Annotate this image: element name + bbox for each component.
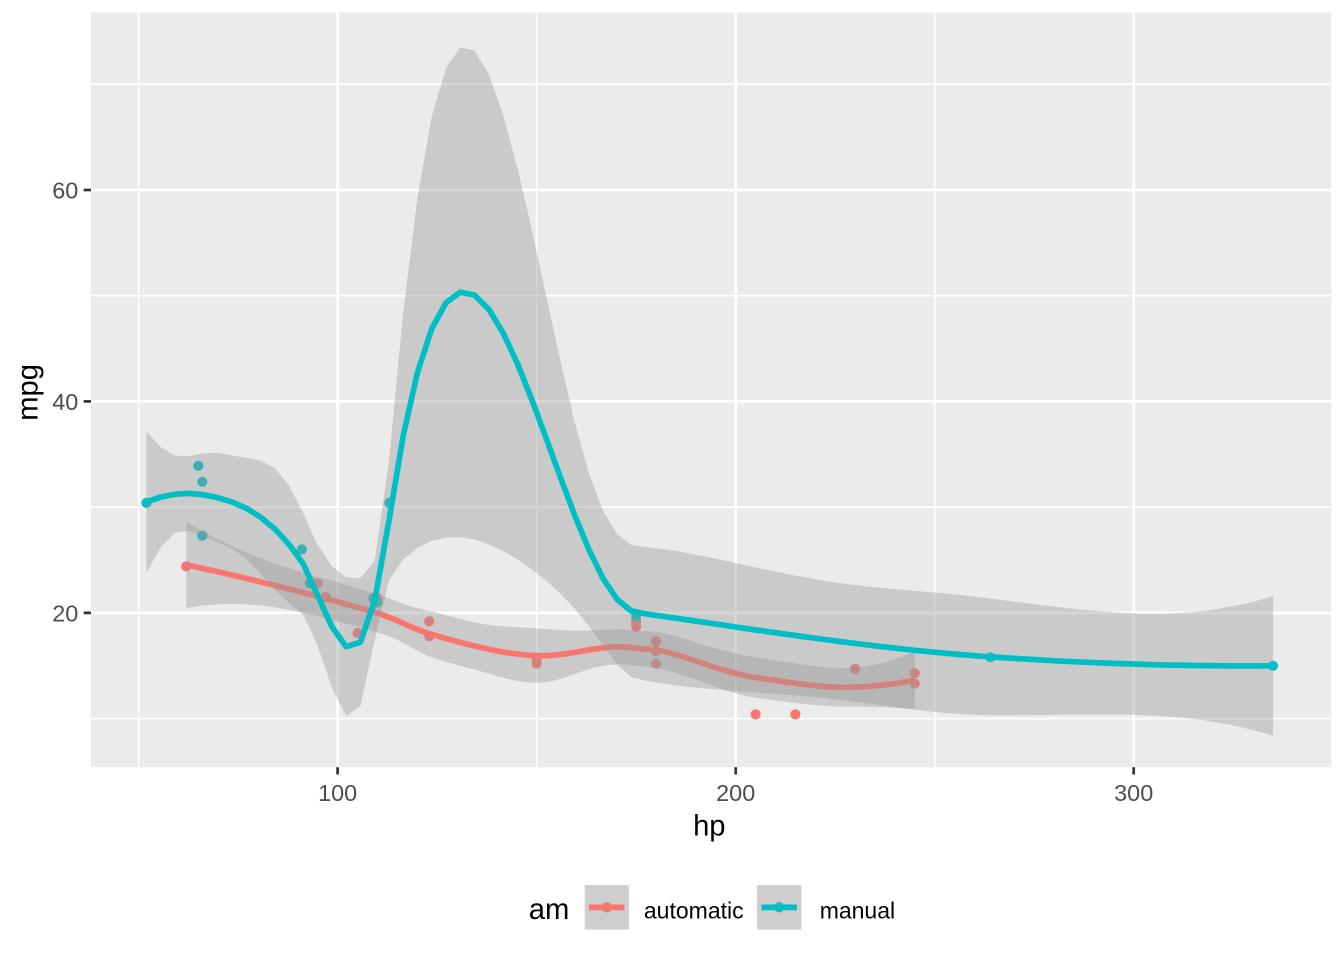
svg-text:200: 200: [716, 780, 755, 806]
svg-text:automatic: automatic: [644, 897, 744, 923]
svg-text:40: 40: [52, 389, 78, 415]
svg-text:100: 100: [318, 780, 357, 806]
svg-text:hp: hp: [693, 810, 725, 842]
svg-text:20: 20: [52, 600, 78, 626]
svg-text:300: 300: [1114, 780, 1153, 806]
svg-text:mpg: mpg: [12, 364, 44, 421]
svg-text:manual: manual: [820, 897, 895, 923]
svg-text:am: am: [529, 894, 570, 926]
svg-text:60: 60: [52, 177, 78, 203]
